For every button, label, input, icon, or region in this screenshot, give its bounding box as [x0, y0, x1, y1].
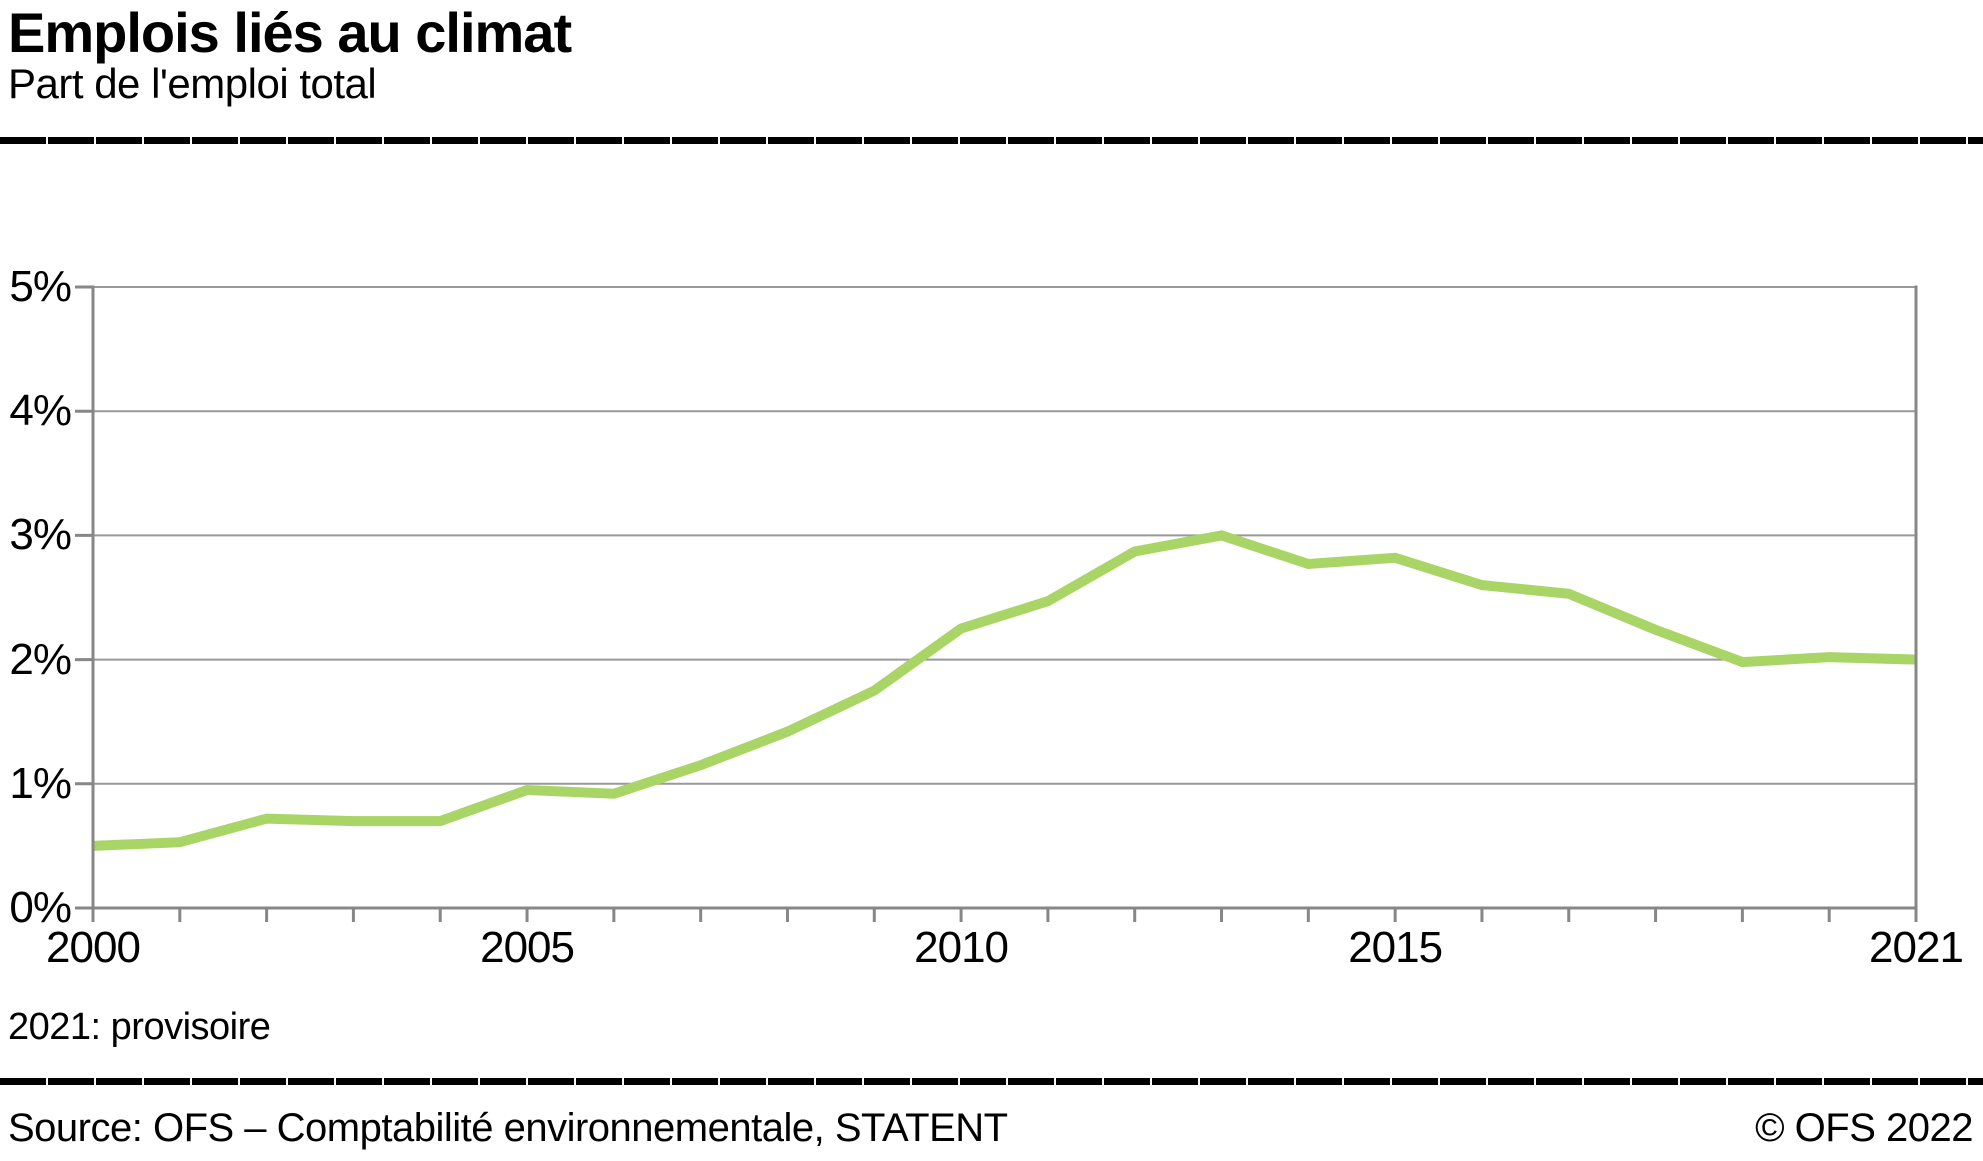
y-axis-label-1pct: 1%	[9, 758, 72, 808]
footer: Source: OFS – Comptabilité environnement…	[8, 1106, 1973, 1151]
x-axis-label-2005: 2005	[480, 923, 575, 972]
source-text: Source: OFS – Comptabilité environnement…	[8, 1106, 1008, 1150]
y-axis-label-3pct: 3%	[9, 510, 72, 560]
x-axis-label-2010: 2010	[914, 923, 1009, 972]
climate-employment-share-line	[92, 530, 1917, 851]
y-axis-label-4pct: 4%	[9, 386, 72, 436]
chart-subtitle: Part de l'emploi total	[8, 60, 377, 107]
copyright-text: © OFS 2022	[1755, 1106, 1973, 1150]
footer-divider	[0, 1078, 1983, 1085]
chart-title: Emplois liés au climat	[8, 1, 572, 64]
x-axis-label-2000: 2000	[46, 923, 141, 972]
x-axis-label-2021: 2021	[1869, 923, 1964, 972]
x-axis-label-2015: 2015	[1348, 923, 1443, 972]
footnote: 2021: provisoire	[8, 1006, 271, 1048]
y-axis-label-5pct: 5%	[9, 262, 72, 311]
header-divider	[0, 137, 1983, 144]
y-axis-label-0pct: 0%	[9, 883, 72, 932]
y-axis-label-2pct: 2%	[9, 634, 72, 684]
